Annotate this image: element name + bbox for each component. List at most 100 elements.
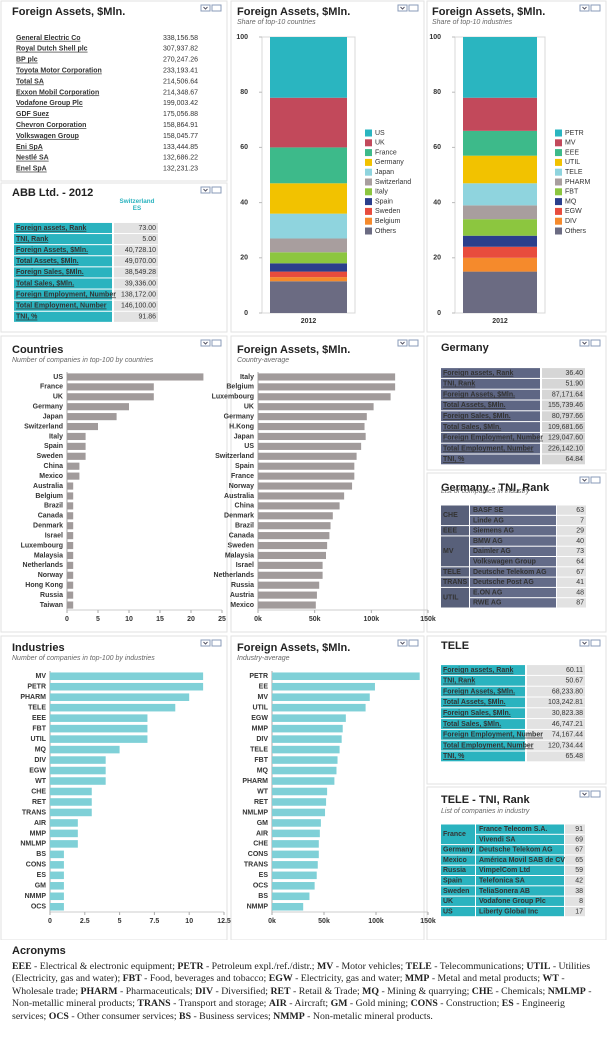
panel-menu-icon[interactable] — [408, 4, 419, 12]
legend-label: EEE — [565, 149, 579, 156]
company-link[interactable]: Exxon Mobil Corporation — [16, 89, 99, 96]
bar — [258, 432, 366, 441]
acronym-code: WT — [542, 973, 559, 985]
row-label[interactable]: Total Employment, Number — [443, 445, 534, 452]
row-label[interactable]: Foreign Employment, Number — [443, 435, 543, 442]
row-label[interactable]: Foreign Sales, $Mln. — [443, 413, 511, 420]
row-label[interactable]: Total Assets, $Mln. — [16, 258, 79, 265]
row-label[interactable]: TNI, Rank — [443, 381, 475, 388]
value-cell — [542, 389, 585, 400]
row-value: 64.84 — [565, 456, 583, 463]
group-cell — [441, 505, 469, 526]
panel-menu-icon[interactable] — [590, 790, 601, 798]
y-tick-label: Japan — [43, 413, 63, 420]
value-cell — [527, 697, 585, 708]
panel-menu-arrow — [582, 478, 587, 482]
panel-menu-icon[interactable] — [590, 4, 601, 12]
row-label[interactable]: Foreign assets, Rank — [443, 667, 514, 674]
company-link[interactable]: Chevron Corporation — [16, 122, 86, 129]
row-label[interactable]: Foreign Assets, $Mln. — [443, 391, 515, 398]
acronym-code: MV — [316, 961, 334, 972]
value-cell — [542, 454, 585, 465]
name-cell — [470, 567, 556, 577]
panel-menu-icon[interactable] — [211, 186, 222, 194]
panel-border — [0, 635, 228, 940]
row-label[interactable]: Foreign assets, Rank — [16, 225, 87, 232]
company-name: Deutsche Telekom AG — [479, 847, 553, 854]
company-link[interactable]: BP plc — [16, 57, 38, 64]
panel-menu-icon[interactable] — [200, 186, 211, 194]
row-label[interactable]: Foreign Assets, $Mln. — [16, 247, 88, 254]
group-cell — [441, 906, 475, 917]
panel-menu-icon[interactable] — [579, 790, 590, 798]
value-cell — [542, 432, 585, 443]
company-link[interactable]: Eni SpA — [16, 144, 43, 151]
panel-menu-icon[interactable] — [397, 339, 408, 347]
bar-segment — [270, 37, 347, 98]
panel-menu-icon[interactable] — [590, 339, 601, 347]
row-label[interactable]: Foreign assets, Rank — [443, 370, 514, 377]
y-tick-label: Denmark — [33, 523, 63, 530]
y-tick-label: 0 — [437, 310, 441, 317]
company-link[interactable]: General Electric Co — [16, 35, 81, 42]
company-link[interactable]: Toyota Motor Corporation — [16, 68, 102, 75]
company-link[interactable]: Vodafone Group Plc — [16, 100, 83, 107]
row-label[interactable]: TNI, % — [443, 456, 465, 463]
group-cell — [441, 886, 475, 896]
row-label[interactable]: TNI, % — [443, 753, 465, 760]
acronym-code: PHARM — [80, 985, 118, 997]
company-rank: 59 — [575, 867, 583, 874]
row-label[interactable]: Total Employment, Number — [16, 303, 107, 310]
panel-menu-icon[interactable] — [590, 476, 601, 484]
y-tick-label: MQ — [257, 767, 269, 774]
company-link[interactable]: Royal Dutch Shell plc — [16, 46, 88, 53]
panel-menu-icon[interactable] — [590, 639, 601, 647]
acronym-code: UTIL — [526, 961, 551, 972]
bar-segment — [463, 97, 537, 131]
panel-menu-icon[interactable] — [397, 4, 408, 12]
company-link[interactable]: GDF Suez — [16, 111, 50, 118]
panel-menu-icon[interactable] — [211, 339, 222, 347]
bar — [258, 532, 330, 540]
panel-menu-icon[interactable] — [579, 476, 590, 484]
bar — [67, 472, 80, 480]
row-label[interactable]: Total Assets, $Mln. — [443, 402, 506, 409]
panel-menu-icon[interactable] — [397, 639, 408, 647]
row-label[interactable]: Total Sales, $Mln. — [16, 280, 74, 287]
panel-menu-icon[interactable] — [579, 4, 590, 12]
panel-menu-icon[interactable] — [200, 639, 211, 647]
panel-menu-icon[interactable] — [579, 339, 590, 347]
company-link[interactable]: Nestlé SA — [16, 155, 49, 162]
panel-menu-icon[interactable] — [211, 4, 222, 12]
row-label[interactable]: Foreign Sales, $Mln. — [443, 710, 511, 717]
row-label[interactable]: Total Sales, $Mln. — [443, 424, 501, 431]
panel-menu-icon[interactable] — [200, 4, 211, 12]
company-name: France Telecom S.A. — [479, 826, 547, 833]
row-label[interactable]: Total Assets, $Mln. — [443, 699, 506, 706]
company-link[interactable]: Enel SpA — [16, 166, 47, 173]
row-label[interactable]: Foreign Sales, $Mln. — [16, 269, 84, 276]
company-link[interactable]: Volkswagen Group — [16, 133, 79, 140]
company-link[interactable]: Total SA — [16, 78, 44, 85]
row-label[interactable]: Total Employment, Number — [443, 742, 534, 749]
panel-menu-icon[interactable] — [408, 339, 419, 347]
row-label[interactable]: Foreign Assets, $Mln. — [443, 688, 515, 695]
bar — [50, 819, 78, 827]
group-cell — [441, 824, 475, 845]
y-tick-label: Belgium — [226, 384, 254, 391]
panel-menu-icon[interactable] — [579, 639, 590, 647]
row-label[interactable]: Total Sales, $Mln. — [443, 721, 501, 728]
row-label[interactable]: TNI, Rank — [443, 678, 475, 685]
company-value: 132,231.23 — [163, 166, 198, 173]
panel-menu-icon[interactable] — [408, 639, 419, 647]
y-tick-label: Brazil — [44, 503, 63, 510]
acronym-text: - Retail & Trade; — [293, 985, 360, 997]
panel-menu-icon[interactable] — [211, 639, 222, 647]
row-label[interactable]: TNI, Rank — [16, 236, 48, 243]
row-value: 80,797.66 — [552, 413, 583, 420]
row-label[interactable]: TNI, % — [16, 314, 38, 321]
row-label[interactable]: Foreign Employment, Number — [16, 291, 116, 298]
panel-menu-icon[interactable] — [200, 339, 211, 347]
group-cell — [441, 567, 469, 577]
row-label[interactable]: Foreign Employment, Number — [443, 732, 543, 739]
